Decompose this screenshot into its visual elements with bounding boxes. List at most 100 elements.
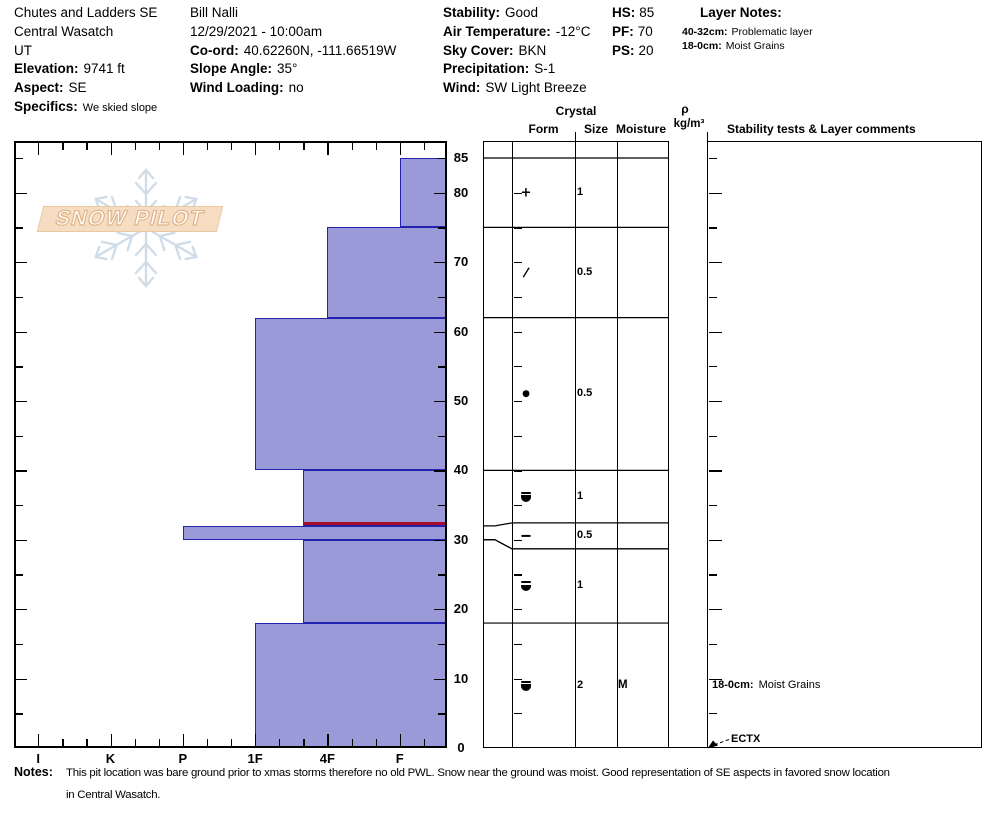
grain-form-cup-icon	[521, 580, 531, 591]
coord-value: 40.62260N, -111.66519W	[243, 42, 397, 58]
conditions-block: Stability: Good Air Temperature: -12°C Sky…	[443, 4, 590, 98]
layer-bar	[303, 539, 447, 624]
form-column-tick	[513, 574, 522, 576]
density-units-header: kg/m³	[673, 118, 705, 130]
table-grid-line	[483, 141, 485, 748]
depth-tick	[16, 609, 27, 611]
ps-value: 20	[638, 42, 654, 58]
form-header: Form	[528, 122, 559, 136]
hardness-tick	[231, 739, 233, 746]
depth-tick	[434, 609, 445, 611]
pf-value: 70	[637, 23, 653, 39]
grain-form-slash-icon: /	[521, 264, 531, 281]
wind-label: Wind:	[443, 80, 481, 96]
slope-angle-label: Slope Angle:	[190, 61, 273, 77]
comments-box-border	[707, 141, 982, 748]
depth-tick	[16, 262, 27, 264]
pit-state: UT	[14, 42, 32, 58]
comments-column-tick	[708, 331, 722, 333]
specifics-value: We skied slope	[82, 101, 158, 114]
table-grid-line	[575, 141, 577, 748]
hardness-label: K	[105, 751, 116, 766]
sky-cover-value: BKN	[518, 42, 547, 58]
observer-name: Bill Nalli	[190, 5, 239, 20]
aspect-value: SE	[68, 80, 87, 96]
hardness-tick	[375, 143, 377, 150]
grain-form-cup-icon	[521, 491, 531, 502]
form-column-tick	[513, 331, 522, 333]
depth-label: 80	[453, 184, 469, 200]
depth-label: 60	[453, 323, 469, 339]
comments-column-tick	[708, 262, 722, 264]
hardness-label: F	[395, 751, 404, 766]
table-bottom-line	[483, 746, 709, 748]
form-column-tick	[513, 262, 522, 264]
depth-tick	[16, 574, 23, 576]
depth-tick	[438, 643, 445, 646]
precip-value: S-1	[534, 61, 556, 77]
hardness-tick	[110, 143, 112, 155]
sky-cover-line: Sky Cover: BKN	[443, 42, 590, 61]
comments-column-tick	[708, 227, 717, 229]
comments-column-tick	[708, 400, 722, 403]
depth-tick	[16, 505, 23, 507]
pit-region: Central Wasatch	[14, 23, 114, 39]
depth-label: 40	[453, 462, 469, 478]
form-column-tick	[513, 400, 522, 403]
depth-tick	[16, 400, 27, 403]
precip-label: Precipitation:	[443, 61, 530, 77]
form-column-tick	[513, 366, 522, 368]
wind-loading-value: no	[288, 80, 304, 96]
grain-size-value: 1	[577, 185, 584, 198]
depth-tick	[16, 366, 23, 368]
hardness-tick	[279, 739, 281, 746]
hardness-tick	[399, 734, 401, 746]
form-column-tick	[513, 643, 522, 646]
depth-label: 0	[457, 740, 465, 755]
hardness-tick	[38, 143, 40, 155]
hardness-tick	[38, 734, 40, 746]
notes-text-line1: This pit location was bare ground prior …	[66, 767, 890, 779]
depth-label: 70	[453, 254, 469, 270]
depth-tick	[16, 158, 23, 160]
grain-size-value: 1	[577, 489, 584, 502]
stability-label: Stability:	[443, 5, 501, 20]
hardness-label: 1F	[247, 751, 263, 766]
air-temp-line: Air Temperature: -12°C	[443, 23, 590, 42]
comments-column-tick	[708, 505, 717, 507]
layer-bar	[255, 623, 447, 748]
depth-tick	[16, 470, 27, 472]
comments-column-tick	[708, 574, 717, 576]
elevation-label: Elevation:	[14, 61, 79, 77]
table-grid-line	[617, 141, 619, 748]
hardness-tick	[134, 739, 136, 746]
grain-form-dash-icon	[521, 534, 531, 537]
depth-tick	[434, 470, 445, 472]
depth-label: 20	[453, 601, 469, 617]
layer-bar	[303, 470, 447, 526]
grain-size-value: 0.5	[577, 265, 593, 278]
stability-value: Good	[505, 5, 539, 20]
hardness-tick	[375, 739, 377, 746]
coord-line: Co-ord: 40.62260N, -111.66519W	[190, 42, 396, 61]
hardness-label: I	[36, 751, 40, 766]
depth-tick	[16, 678, 27, 680]
notes-label: Notes:	[14, 765, 53, 779]
comments-column-tick	[708, 158, 717, 160]
hardness-tick	[303, 739, 305, 746]
hardness-tick	[399, 143, 401, 155]
depth-label: 10	[453, 670, 469, 686]
snowpilot-logo-banner: SNOW PILOT	[36, 206, 224, 232]
depth-label: 30	[453, 531, 469, 547]
comments-column-tick	[708, 643, 717, 646]
comments-column-tick	[708, 366, 717, 368]
grain-size-value: 0.5	[577, 528, 593, 541]
depth-tick	[438, 227, 445, 229]
form-column-tick	[513, 713, 522, 715]
comments-column-tick	[708, 713, 717, 715]
layer-comment-range: 18-0cm:	[712, 678, 754, 691]
slope-angle-value: 35°	[277, 61, 298, 77]
depth-tick	[16, 435, 23, 437]
size-header: Size	[583, 122, 608, 136]
crystal-header: Crystal	[555, 104, 597, 118]
